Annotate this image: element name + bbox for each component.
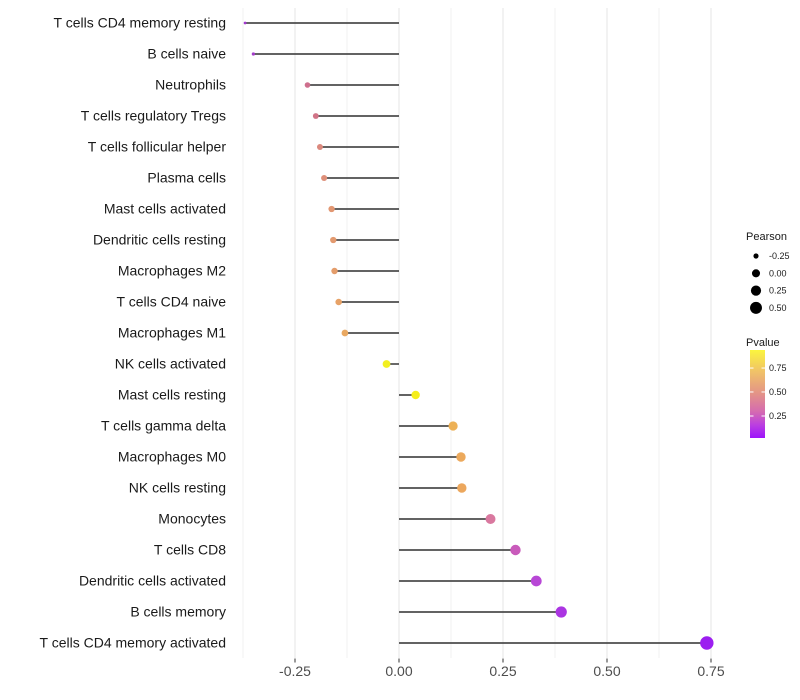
lollipop-dot: [321, 174, 328, 182]
y-axis-label: T cells CD8: [154, 542, 226, 558]
pvalue-gradient-bar: [750, 350, 765, 438]
lollipop-dot: [312, 113, 319, 119]
gradient-tick-label: 0.75: [769, 363, 787, 373]
color-legend-title: Pvalue: [746, 337, 780, 349]
x-tick-label: -0.25: [279, 663, 311, 679]
chart-generated-content: T cells CD4 memory resting B cells naive N…: [40, 8, 790, 679]
y-axis-label: T cells gamma delta: [101, 418, 226, 434]
lollipop-dot: [485, 514, 496, 524]
lollipop-dot: [304, 82, 311, 88]
legend-size-dot: [750, 301, 762, 314]
legend-size-label: 0.00: [769, 268, 787, 278]
y-axis-label: Macrophages M1: [118, 325, 226, 341]
lollipop-dot: [411, 390, 420, 400]
legend-size-dot: [751, 269, 761, 278]
y-axis-label: NK cells activated: [115, 356, 226, 372]
legend-size-label: 0.25: [769, 286, 787, 296]
y-axis-label: Monocytes: [158, 511, 226, 527]
lollipop-dot: [457, 483, 467, 493]
lollipop-dot: [530, 575, 542, 587]
gradient-tick-label: 0.50: [769, 387, 787, 397]
size-legend-title: Pearson: [746, 231, 787, 243]
y-axis-label: T cells regulatory Tregs: [81, 108, 226, 124]
lollipop-dot: [316, 144, 323, 150]
y-axis-label: Mast cells resting: [118, 387, 226, 403]
legend-size-dot: [753, 253, 759, 259]
x-tick-label: 0.00: [385, 663, 412, 679]
lollipop-dot: [700, 636, 714, 650]
lollipop-dot: [328, 205, 335, 213]
lollipop-dot: [510, 544, 521, 556]
lollipop-dot: [382, 360, 391, 368]
lollipop-dot: [335, 298, 342, 306]
x-tick-label: 0.25: [489, 663, 516, 679]
y-axis-label: B cells naive: [147, 46, 226, 62]
y-axis-label: T cells follicular helper: [88, 139, 227, 155]
y-axis-label: Neutrophils: [155, 77, 226, 93]
lollipop-dot: [456, 452, 466, 462]
lollipop-dot: [555, 606, 567, 618]
y-axis-label: Dendritic cells activated: [79, 573, 226, 589]
y-axis-label: Macrophages M2: [118, 263, 226, 279]
lollipop-dot: [331, 267, 338, 275]
x-tick-label: 0.50: [593, 663, 620, 679]
y-axis-label: Dendritic cells resting: [93, 232, 226, 248]
y-axis-label: T cells CD4 naive: [117, 294, 227, 310]
lollipop-dot: [330, 236, 337, 244]
y-axis-label: T cells CD4 memory activated: [40, 635, 226, 651]
lollipop-dot: [251, 52, 256, 56]
gradient-tick-label: 0.25: [769, 411, 787, 421]
lollipop-dot: [448, 421, 458, 431]
y-axis-label: Plasma cells: [147, 170, 226, 186]
legend-size-dot: [750, 285, 762, 296]
lollipop-dot: [243, 21, 247, 25]
y-axis-label: NK cells resting: [129, 480, 226, 496]
y-axis-label: Mast cells activated: [104, 201, 226, 217]
legend-size-label: -0.25: [769, 251, 790, 261]
y-axis-label: B cells memory: [130, 604, 226, 620]
x-tick-label: 0.75: [697, 663, 724, 679]
legend-size-label: 0.50: [769, 303, 787, 313]
y-axis-label: Macrophages M0: [118, 449, 226, 465]
lollipop-dot: [341, 329, 349, 337]
y-axis-label: T cells CD4 memory resting: [54, 15, 226, 31]
